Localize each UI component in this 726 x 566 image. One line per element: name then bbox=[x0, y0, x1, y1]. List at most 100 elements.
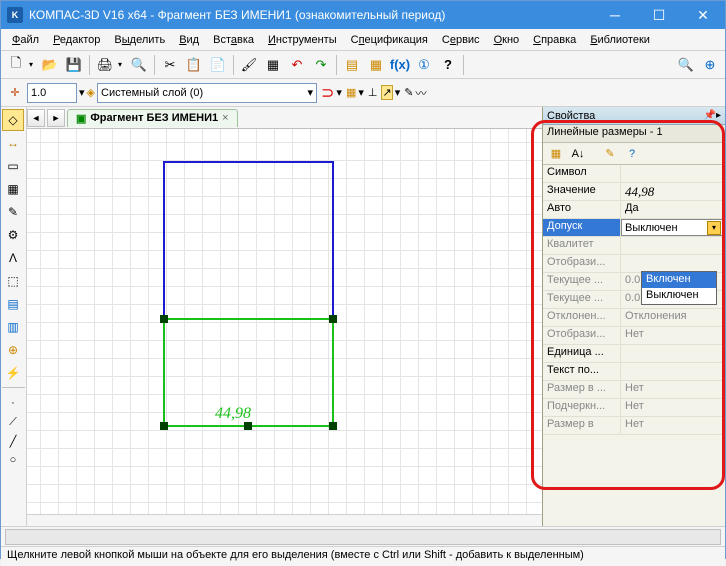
handle[interactable] bbox=[329, 422, 337, 430]
menu-libs[interactable]: Библиотеки bbox=[583, 32, 657, 48]
zoom-in-button[interactable]: 🔍 bbox=[675, 54, 697, 76]
tab-next-button[interactable]: ► bbox=[47, 109, 65, 127]
prop-value[interactable]: Нет bbox=[621, 417, 725, 434]
layer-select[interactable]: Системный слой (0)▾ bbox=[97, 83, 317, 103]
sort-button[interactable]: A↓ bbox=[569, 145, 587, 163]
round-dropdown[interactable]: ▾ bbox=[395, 86, 401, 99]
prop-value[interactable]: Нет bbox=[621, 381, 725, 398]
prop-value[interactable]: Да bbox=[621, 201, 725, 218]
aux-line-tool[interactable]: ⟋ bbox=[2, 413, 24, 431]
break-tool[interactable]: ⚡ bbox=[2, 362, 24, 384]
snap-magnet-button[interactable]: ⊃ bbox=[321, 83, 334, 103]
edit-tool[interactable]: ✎ bbox=[2, 201, 24, 223]
close-button[interactable]: ✕ bbox=[681, 1, 725, 29]
handle[interactable] bbox=[244, 422, 252, 430]
prop-row-value[interactable]: Значение44,98 bbox=[543, 183, 725, 201]
select-tool[interactable]: ⬚ bbox=[2, 270, 24, 292]
dimension-ext-line-2[interactable] bbox=[332, 320, 334, 428]
maximize-button[interactable]: ☐ bbox=[637, 1, 681, 29]
params-tool[interactable]: ⚙ bbox=[2, 224, 24, 246]
tab-fragment[interactable]: ▣ Фрагмент БЕЗ ИМЕНИ1 × bbox=[67, 109, 238, 127]
cut-button[interactable]: ✂ bbox=[159, 54, 181, 76]
menu-insert[interactable]: Вставка bbox=[206, 32, 261, 48]
prop-value[interactable] bbox=[621, 237, 725, 254]
spec-tool[interactable]: ▤ bbox=[2, 293, 24, 315]
insert-tool[interactable]: ⊕ bbox=[2, 339, 24, 361]
undo-button[interactable]: ↶ bbox=[286, 54, 308, 76]
menu-window[interactable]: Окно bbox=[487, 32, 527, 48]
layers-button[interactable]: ◈ bbox=[87, 86, 95, 99]
prop-row-deviation[interactable]: Отклонен...Отклонения bbox=[543, 309, 725, 327]
help-button[interactable]: ? bbox=[437, 54, 459, 76]
grid-dropdown[interactable]: ▾ bbox=[358, 86, 364, 99]
prop-value[interactable] bbox=[621, 363, 725, 380]
apply-button[interactable]: ✎ bbox=[601, 145, 619, 163]
menu-file[interactable]: Файл bbox=[5, 32, 46, 48]
dimension-ext-line-1[interactable] bbox=[163, 320, 165, 428]
point-tool[interactable]: · bbox=[2, 394, 24, 412]
properties-title-bar[interactable]: Свойства 📌 ▸ bbox=[543, 107, 725, 125]
handle[interactable] bbox=[329, 315, 337, 323]
dimension-tool[interactable]: ↔ bbox=[2, 132, 24, 154]
drawing-canvas[interactable]: 44,98 bbox=[27, 129, 542, 514]
menu-service[interactable]: Сервис bbox=[435, 32, 487, 48]
reports-tool[interactable]: ▥ bbox=[2, 316, 24, 338]
round-button[interactable]: ↗ bbox=[381, 85, 392, 100]
minimize-button[interactable]: ─ bbox=[593, 1, 637, 29]
prop-row-symbol[interactable]: Символ bbox=[543, 165, 725, 183]
dropdown-item-off[interactable]: Выключен bbox=[642, 288, 716, 304]
prop-value[interactable] bbox=[621, 255, 725, 272]
prop-row-size1[interactable]: Размер в ...Нет bbox=[543, 381, 725, 399]
hatch-tool[interactable]: ▦ bbox=[2, 178, 24, 200]
new-dropdown[interactable]: ▾ bbox=[29, 60, 37, 69]
symbols-tool[interactable]: ▭ bbox=[2, 155, 24, 177]
rectangle-shape[interactable] bbox=[163, 161, 334, 320]
tolerance-dropdown[interactable]: Включен Выключен bbox=[641, 271, 717, 305]
prop-row-text[interactable]: Текст по... bbox=[543, 363, 725, 381]
save-button[interactable]: 💾 bbox=[63, 54, 85, 76]
categorize-button[interactable]: ▦ bbox=[547, 145, 565, 163]
copy-button[interactable]: 📋 bbox=[183, 54, 205, 76]
dimension-base-line[interactable] bbox=[163, 318, 334, 320]
prop-value[interactable] bbox=[621, 165, 725, 182]
pin-icon[interactable]: 📌 bbox=[704, 110, 716, 121]
handle[interactable] bbox=[160, 422, 168, 430]
menu-tools[interactable]: Инструменты bbox=[261, 32, 344, 48]
print-dropdown[interactable]: ▾ bbox=[118, 60, 126, 69]
zoom-fit-button[interactable]: ⊕ bbox=[699, 54, 721, 76]
zoom-input[interactable] bbox=[27, 83, 77, 103]
handle[interactable] bbox=[160, 315, 168, 323]
brush-button[interactable]: 🖌 bbox=[238, 54, 260, 76]
prop-value[interactable] bbox=[621, 345, 725, 362]
prop-value[interactable]: 44,98 bbox=[621, 183, 725, 200]
prop-row-quality[interactable]: Квалитет bbox=[543, 237, 725, 255]
horizontal-scrollbar[interactable] bbox=[5, 529, 721, 545]
edit-button[interactable]: ✎ bbox=[404, 86, 413, 99]
manager-button[interactable]: ▤ bbox=[341, 54, 363, 76]
paste-button[interactable]: 📄 bbox=[207, 54, 229, 76]
style-button[interactable]: 〰 bbox=[415, 85, 426, 101]
ortho-button[interactable]: ⊥ bbox=[368, 86, 378, 99]
print-button[interactable]: 🖨 bbox=[94, 54, 116, 76]
prop-value[interactable]: Нет bbox=[621, 399, 725, 416]
prop-row-size2[interactable]: Размер вНет bbox=[543, 417, 725, 435]
snap-dropdown[interactable]: ▾ bbox=[336, 86, 342, 99]
menu-edit[interactable]: Редактор bbox=[46, 32, 107, 48]
expand-icon[interactable]: ▸ bbox=[716, 110, 721, 121]
segment-tool[interactable]: ╱ bbox=[2, 432, 24, 450]
calc-button[interactable]: ① bbox=[413, 54, 435, 76]
zoom-dropdown[interactable]: ▾ bbox=[79, 86, 85, 99]
circle-tool[interactable]: ○ bbox=[2, 451, 24, 469]
menu-select[interactable]: Выделить bbox=[107, 32, 172, 48]
prop-value[interactable]: Отклонения bbox=[621, 309, 725, 326]
prop-row-underline[interactable]: Подчеркн...Нет bbox=[543, 399, 725, 417]
open-button[interactable]: 📂 bbox=[39, 54, 61, 76]
menu-help[interactable]: Справка bbox=[526, 32, 583, 48]
crosshair-icon[interactable]: ✛ bbox=[5, 83, 25, 103]
variables-button[interactable]: ▦ bbox=[365, 54, 387, 76]
dropdown-button[interactable]: ▾ bbox=[707, 221, 721, 235]
menu-spec[interactable]: Спецификация bbox=[344, 32, 435, 48]
prop-row-display2[interactable]: Отобрази...Нет bbox=[543, 327, 725, 345]
prop-row-unit[interactable]: Единица ... bbox=[543, 345, 725, 363]
dropdown-item-on[interactable]: Включен bbox=[642, 272, 716, 288]
